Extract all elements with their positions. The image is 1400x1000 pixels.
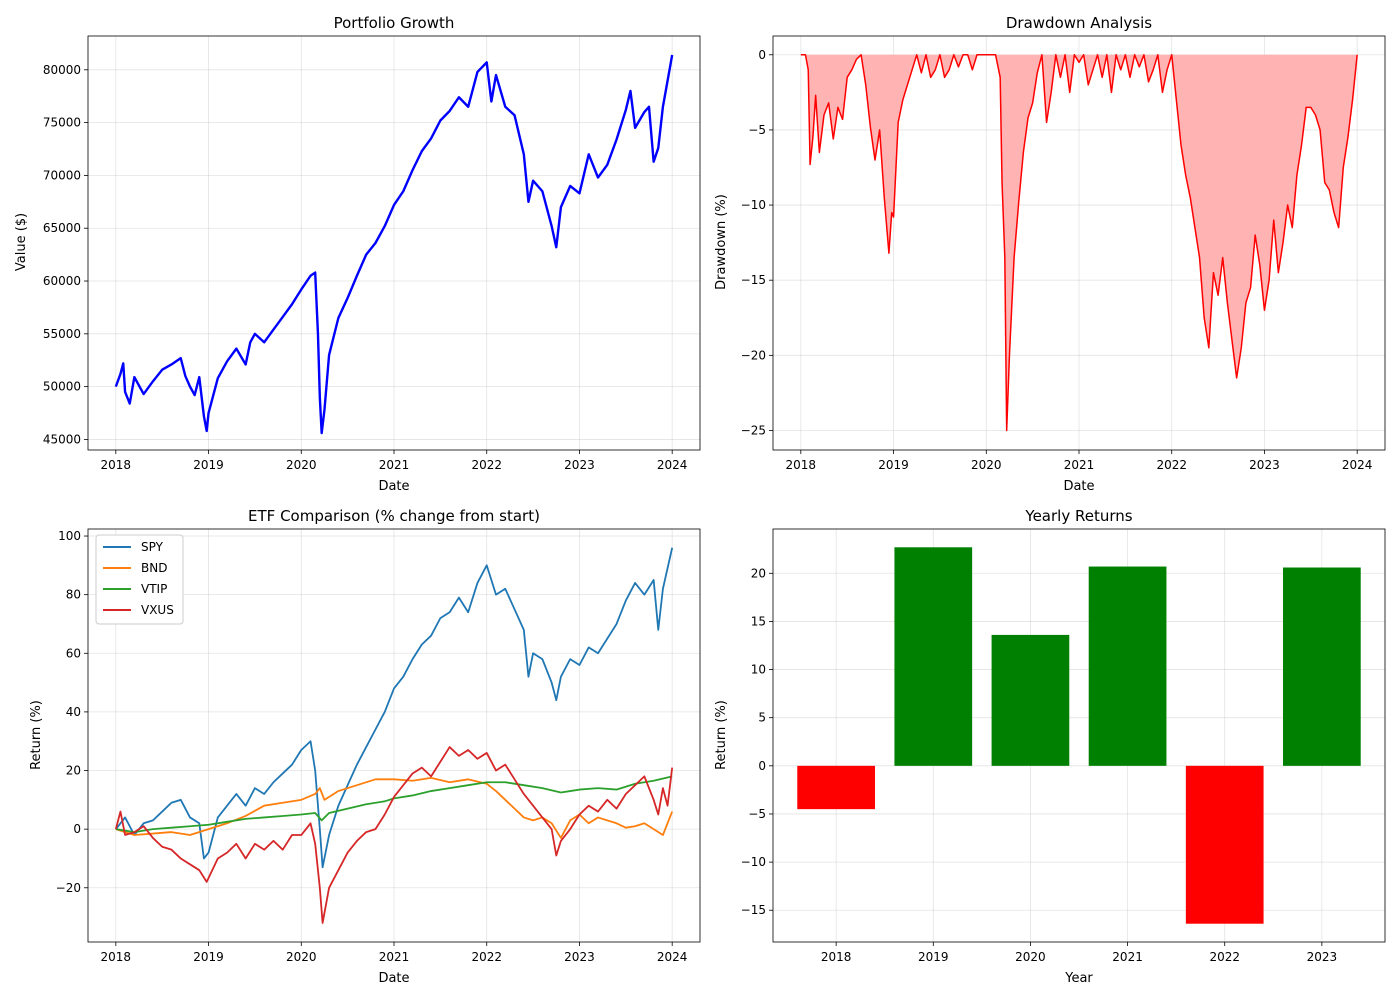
y-tick-label: 0 xyxy=(758,48,766,62)
y-tick-label: 80000 xyxy=(43,63,81,77)
x-tick-label: 2022 xyxy=(1209,950,1240,964)
y-tick-label: 20 xyxy=(66,764,81,778)
y-tick-label: 10 xyxy=(751,663,766,677)
x-tick-label: 2020 xyxy=(1015,950,1046,964)
portfolio-growth-chart: Portfolio Growth Date Value ($) 2018 2019… xyxy=(14,14,701,494)
y-tick-label: 40 xyxy=(66,705,81,719)
drawdown-area-fill xyxy=(800,54,1358,431)
x-tick-label: 2022 xyxy=(471,950,502,964)
legend-label-spy: SPY xyxy=(141,540,164,554)
x-tick-label: 2018 xyxy=(821,950,852,964)
x-axis-label: Year xyxy=(1064,971,1093,986)
x-tick-label: 2019 xyxy=(918,950,949,964)
y-tick-label: 5 xyxy=(758,711,766,725)
x-tick-label: 2023 xyxy=(564,458,595,472)
yearly-returns-chart: Yearly Returns Year Return (%) 2018 2019 2… xyxy=(714,507,1386,986)
y-tick-label: 60 xyxy=(66,646,81,660)
y-tick-label: 0 xyxy=(758,759,766,773)
x-tick-label: 2024 xyxy=(1342,458,1373,472)
legend-label-bnd: BND xyxy=(141,561,167,575)
legend-box xyxy=(95,534,184,625)
x-axis-label: Date xyxy=(1063,479,1094,494)
y-tick-label: 60000 xyxy=(43,274,81,288)
x-tick-label: 2019 xyxy=(193,458,224,472)
drawdown-line xyxy=(800,54,1358,432)
x-tick-label: 2023 xyxy=(564,950,595,964)
chart-title: Drawdown Analysis xyxy=(1006,14,1152,32)
x-tick-label: 2022 xyxy=(1156,458,1187,472)
y-tick-label: −5 xyxy=(748,123,766,137)
bar-2022 xyxy=(1185,765,1264,924)
y-axis-label: Return (%) xyxy=(29,700,44,770)
portfolio-value-line xyxy=(114,54,674,435)
x-tick-label: 2021 xyxy=(379,950,410,964)
x-tick-label: 2021 xyxy=(1064,458,1095,472)
chart-title: ETF Comparison (% change from start) xyxy=(248,507,540,525)
legend-label-vxus: VXUS xyxy=(141,603,174,617)
y-tick-label: 100 xyxy=(58,529,81,543)
y-tick-label: −15 xyxy=(741,903,766,917)
y-axis-label: Drawdown (%) xyxy=(714,194,729,290)
series-line-spy xyxy=(115,547,674,869)
x-tick-label: 2020 xyxy=(286,458,317,472)
y-tick-label: −10 xyxy=(741,855,766,869)
plot-frame xyxy=(772,528,1386,943)
legend-label-vtip: VTIP xyxy=(141,582,167,596)
chart-title: Yearly Returns xyxy=(1024,507,1132,525)
legend: SPY BND VTIP VXUS xyxy=(95,534,184,625)
plot-frame xyxy=(87,35,701,451)
x-axis-label: Date xyxy=(378,971,409,986)
x-tick-label: 2018 xyxy=(101,950,132,964)
y-tick-label: 70000 xyxy=(43,168,81,182)
series-line-vxus xyxy=(114,746,674,924)
x-tick-label: 2024 xyxy=(657,950,688,964)
y-tick-label: −20 xyxy=(741,348,766,362)
y-tick-label: 55000 xyxy=(43,327,81,341)
bar-2018 xyxy=(797,765,875,810)
y-tick-label: −5 xyxy=(748,807,766,821)
drawdown-analysis-chart: Drawdown Analysis Date Drawdown (%) 2018… xyxy=(714,14,1386,494)
y-tick-label: 65000 xyxy=(43,221,81,235)
x-tick-label: 2022 xyxy=(471,458,502,472)
x-tick-label: 2020 xyxy=(971,458,1002,472)
y-tick-label: 80 xyxy=(66,588,81,602)
bar-2020 xyxy=(991,634,1070,766)
y-tick-label: −10 xyxy=(741,198,766,212)
series-line-bnd xyxy=(115,776,674,839)
plot-frame xyxy=(772,35,1386,451)
y-tick-label: −15 xyxy=(741,273,766,287)
y-tick-label: 75000 xyxy=(43,116,81,130)
x-axis-label: Date xyxy=(378,479,409,494)
y-tick-label: 15 xyxy=(751,614,766,628)
x-tick-label: 2019 xyxy=(193,950,224,964)
y-tick-label: 45000 xyxy=(43,432,81,446)
y-tick-label: 0 xyxy=(73,822,81,836)
x-tick-label: 2020 xyxy=(286,950,317,964)
series-line-vtip xyxy=(115,775,673,833)
etf-comparison-chart: ETF Comparison (% change from start) Dat… xyxy=(29,507,701,986)
x-tick-label: 2019 xyxy=(878,458,909,472)
x-tick-label: 2023 xyxy=(1307,950,1338,964)
x-tick-label: 2023 xyxy=(1249,458,1280,472)
x-tick-label: 2021 xyxy=(1112,950,1143,964)
y-tick-label: −25 xyxy=(741,423,766,437)
bar-2019 xyxy=(894,547,973,766)
y-tick-label: 20 xyxy=(751,566,766,580)
y-axis-label: Value ($) xyxy=(14,213,29,271)
y-tick-label: 50000 xyxy=(43,380,81,394)
x-tick-label: 2018 xyxy=(786,458,817,472)
bar-2023 xyxy=(1283,567,1361,766)
bar-2021 xyxy=(1088,566,1167,766)
y-axis-label: Return (%) xyxy=(714,700,729,770)
x-tick-label: 2024 xyxy=(657,458,688,472)
x-tick-label: 2021 xyxy=(379,458,410,472)
plot-frame xyxy=(87,528,701,943)
chart-title: Portfolio Growth xyxy=(334,14,455,32)
x-tick-label: 2018 xyxy=(101,458,132,472)
y-tick-label: −20 xyxy=(56,881,81,895)
